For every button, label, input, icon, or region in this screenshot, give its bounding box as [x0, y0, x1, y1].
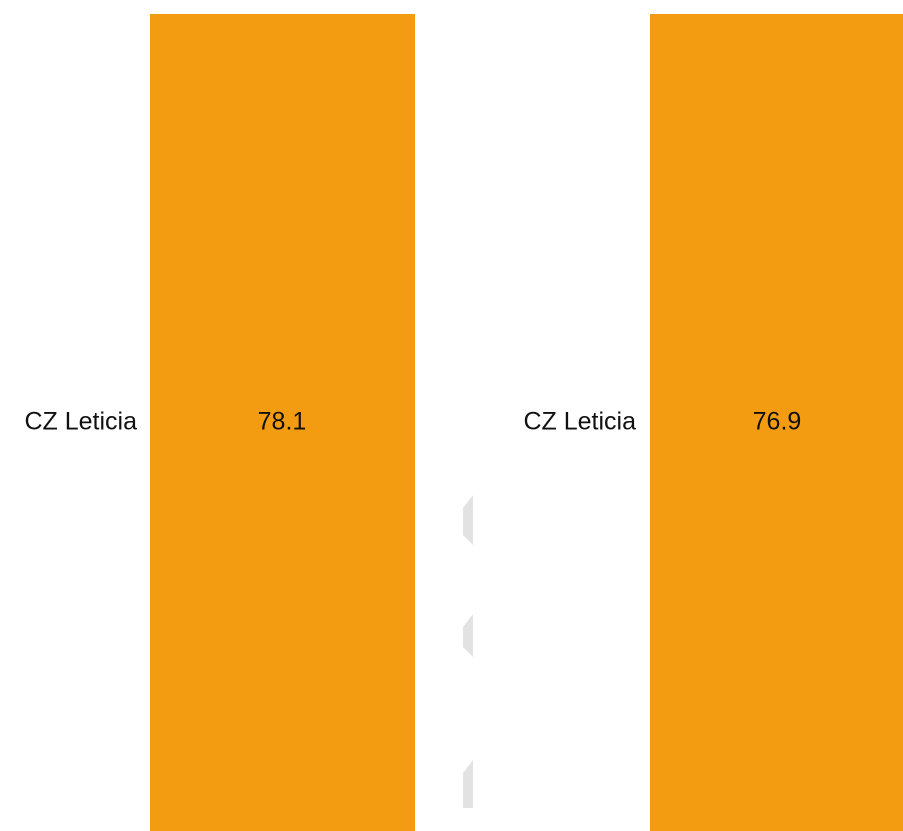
panel-bar	[650, 14, 903, 831]
decoration	[463, 760, 473, 808]
panel-bar	[150, 14, 415, 831]
decoration	[463, 614, 473, 657]
panel-label: CZ Leticia	[24, 408, 137, 436]
panel-value: 78.1	[258, 408, 307, 436]
panel-label: CZ Leticia	[523, 408, 636, 436]
decoration	[463, 495, 473, 545]
panel-value: 76.9	[753, 408, 802, 436]
